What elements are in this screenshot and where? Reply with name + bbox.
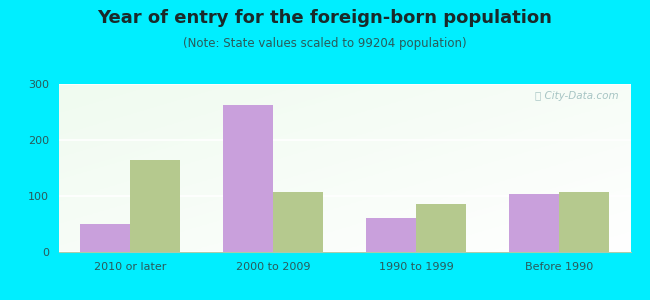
- Bar: [559, 192, 609, 252]
- Bar: [80, 224, 130, 252]
- Text: (Note: State values scaled to 99204 population): (Note: State values scaled to 99204 popu…: [183, 38, 467, 50]
- Bar: [223, 105, 273, 252]
- Bar: [366, 218, 416, 252]
- Text: Year of entry for the foreign-born population: Year of entry for the foreign-born popul…: [98, 9, 552, 27]
- Bar: [273, 191, 323, 252]
- Bar: [416, 204, 466, 252]
- Bar: [130, 160, 180, 252]
- Text: Ⓜ City-Data.com: Ⓜ City-Data.com: [536, 91, 619, 101]
- Bar: [509, 194, 559, 252]
